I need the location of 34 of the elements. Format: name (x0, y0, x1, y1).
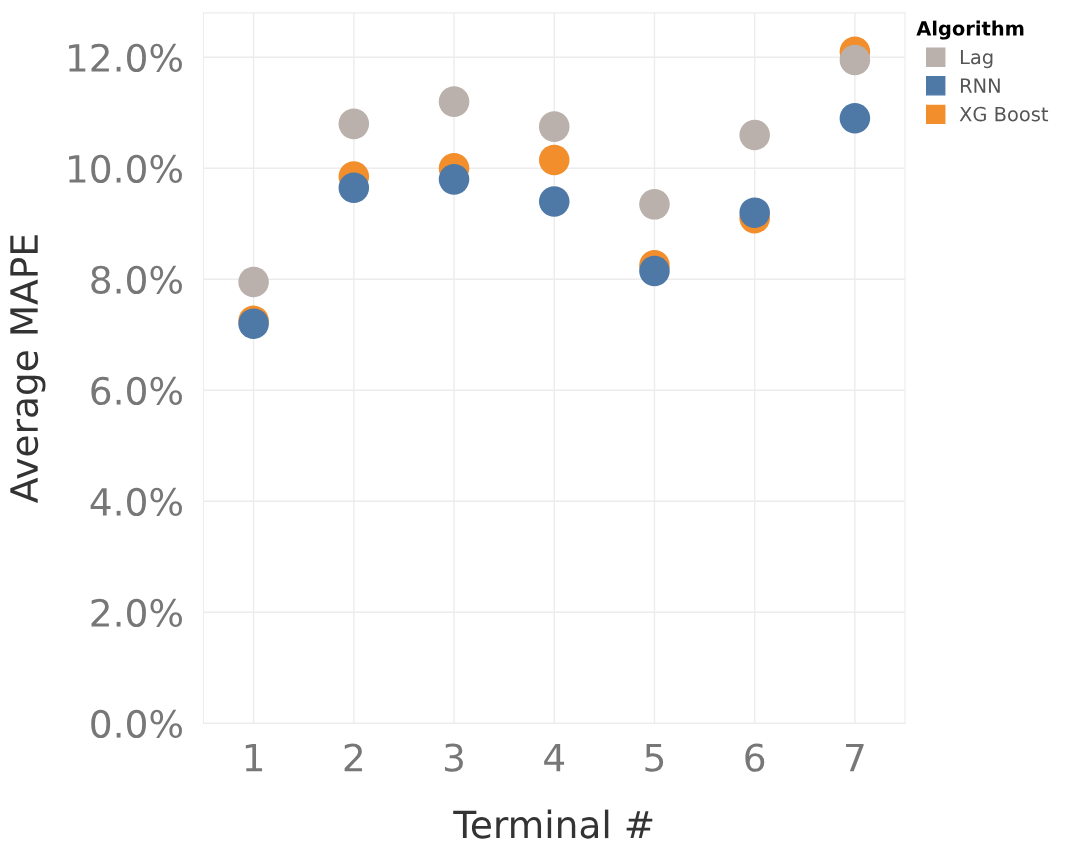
y-tick-label: 8.0% (91, 265, 182, 295)
point (338, 108, 370, 140)
y-tick-label: 4.0% (90, 487, 182, 517)
y-tick-label: 12.0% (69, 43, 182, 73)
point (438, 164, 470, 195)
y-axis-title: Average MAPE (10, 235, 46, 503)
point (639, 255, 670, 287)
y-tick-label: 10.0% (69, 154, 182, 184)
x-tick-label: 4 (544, 743, 565, 772)
y-tick-label: 2.0% (91, 598, 182, 628)
y-tick-label: 0.0% (91, 709, 182, 739)
point (438, 86, 470, 117)
point (739, 119, 770, 151)
point (839, 44, 871, 76)
x-tick-label: 5 (645, 743, 664, 772)
legend-label: RNN (960, 78, 1000, 93)
legend-title: Algorithm (916, 20, 1024, 40)
x-tick-label: 6 (745, 743, 765, 772)
x-axis-title: Terminal # (453, 809, 653, 839)
point (639, 189, 670, 220)
y-tick-label: 6.0% (91, 376, 182, 406)
point (538, 186, 570, 217)
x-tick-label: 3 (444, 743, 463, 772)
point (238, 266, 269, 298)
legend-label: Lag (960, 49, 993, 69)
point (538, 144, 570, 176)
point (739, 197, 770, 228)
x-tick-label: 1 (245, 743, 263, 772)
x-tick-label: 7 (846, 743, 864, 772)
point (839, 103, 871, 134)
x-tick-label: 2 (344, 743, 362, 772)
point (538, 111, 570, 142)
legend-label: XG Boost (959, 106, 1049, 122)
point (338, 172, 370, 203)
